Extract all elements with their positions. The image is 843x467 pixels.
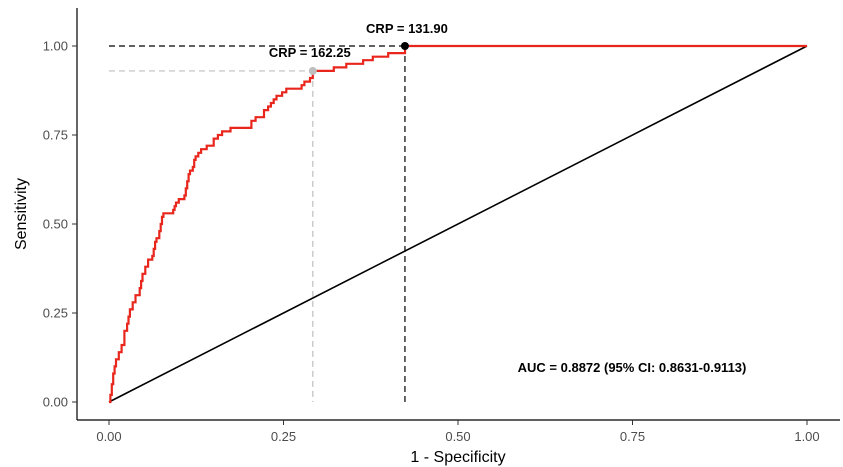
roc-curve (109, 44, 807, 404)
y-tick-label: 0.50 (43, 217, 68, 232)
y-axis-title: Sensitivity (13, 178, 30, 250)
cutoff-point (400, 42, 409, 50)
y-tick-label: 1.00 (43, 39, 68, 54)
x-tick-label: 0.75 (620, 429, 645, 444)
x-tick-label: 0.25 (271, 429, 296, 444)
x-axis-title: 1 - Specificity (410, 449, 505, 466)
reference-diagonal (108, 45, 808, 403)
x-tick-label: 1.00 (794, 429, 819, 444)
axes (76, 8, 840, 421)
cutoff-point (308, 66, 317, 75)
y-tick-label: 0.00 (43, 395, 68, 410)
diagonal-line (108, 45, 808, 403)
cutoff-label: CRP = 162.25 (269, 45, 351, 60)
y-ticks: 0.00 0.25 0.50 0.75 1.00 (43, 39, 77, 410)
x-tick-label: 0.50 (445, 429, 470, 444)
x-tick-label: 0.00 (96, 429, 121, 444)
y-tick-label: 0.75 (43, 128, 68, 143)
roc-curve-group (109, 44, 807, 404)
y-tick-label: 0.25 (43, 306, 68, 321)
cutoff-points: CRP = 131.90 CRP = 162.25 (269, 21, 448, 75)
cutoff-label: CRP = 131.90 (366, 21, 448, 36)
x-ticks: 0.00 0.25 0.50 0.75 1.00 (96, 420, 820, 444)
cutoff-guides (109, 45, 406, 402)
auc-annotation: AUC = 0.8872 (95% CI: 0.8631-0.9113) (518, 360, 747, 375)
